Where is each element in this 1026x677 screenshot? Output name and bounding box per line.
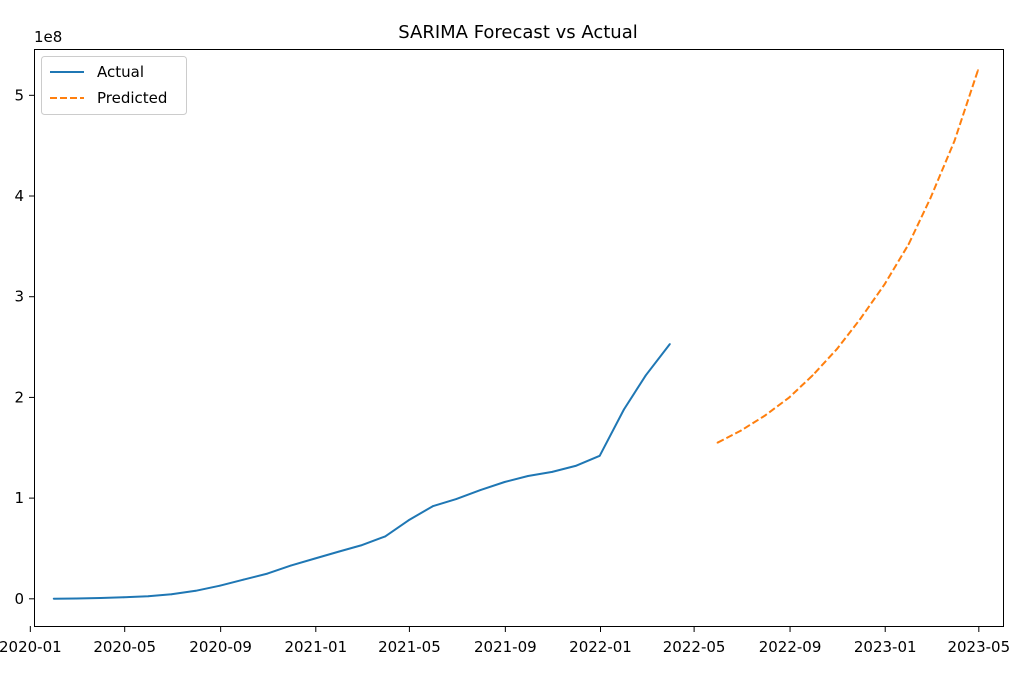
y-offset-label: 1e8: [34, 28, 62, 46]
data-point-actual: [644, 374, 647, 377]
x-tick-label: 2021-01: [284, 638, 347, 656]
data-point-actual: [75, 597, 78, 600]
x-tick-label: 2023-05: [947, 638, 1010, 656]
data-point-actual: [384, 535, 387, 538]
data-point-actual: [52, 597, 55, 600]
plot-frame: [34, 49, 1004, 627]
data-point-actual: [455, 498, 458, 500]
x-tick-label: 2022-01: [569, 638, 632, 656]
data-point-actual: [431, 505, 434, 508]
data-point-predicted: [764, 414, 766, 417]
y-tick-label: 0: [14, 590, 24, 608]
y-tick-label: 2: [14, 388, 24, 406]
x-tick-label: 2022-09: [759, 638, 822, 656]
data-point-predicted: [907, 243, 910, 246]
data-point-actual: [574, 465, 577, 467]
data-point-actual: [551, 471, 554, 473]
data-point-predicted: [953, 139, 956, 142]
x-tick-label: 2020-01: [0, 638, 62, 656]
y-axis: 0 1 2 3 4 5: [14, 86, 35, 608]
data-point-actual: [99, 597, 102, 599]
x-axis: 2020-01 2020-05 2020-09 2021-01 2021-05 2021-…: [0, 626, 1010, 656]
y-tick-label: 1: [14, 489, 24, 507]
data-point-predicted: [977, 69, 979, 71]
plot-marks: [52, 69, 979, 600]
data-point-predicted: [788, 396, 791, 399]
data-point-predicted: [929, 197, 932, 199]
y-tick-label: 4: [14, 187, 24, 205]
data-point-actual: [170, 593, 173, 596]
data-point-actual: [407, 519, 410, 522]
series-line-predicted: [717, 69, 979, 444]
data-point-actual: [314, 557, 316, 560]
data-point-actual: [360, 544, 362, 547]
data-point-actual: [527, 475, 529, 477]
data-point-actual: [479, 489, 482, 491]
data-point-predicted: [740, 429, 742, 432]
y-tick-label: 5: [14, 86, 24, 104]
data-point-actual: [598, 454, 601, 457]
data-point-actual: [503, 481, 506, 483]
x-tick-label: 2020-09: [189, 638, 252, 656]
data-point-actual: [147, 595, 150, 598]
legend-label-actual: Actual: [97, 63, 144, 81]
x-tick-label: 2020-05: [93, 638, 156, 656]
data-point-predicted: [836, 348, 838, 350]
data-point-actual: [669, 343, 671, 345]
data-point-actual: [242, 578, 245, 581]
x-tick-label: 2021-09: [474, 638, 537, 656]
data-point-actual: [123, 596, 125, 599]
data-point-actual: [338, 550, 341, 553]
data-point-actual: [289, 564, 292, 567]
x-tick-label: 2021-05: [378, 638, 441, 656]
data-point-predicted: [883, 283, 886, 286]
legend-label-predicted: Predicted: [97, 89, 167, 107]
data-point-predicted: [716, 441, 719, 444]
data-point-actual: [623, 408, 625, 411]
data-point-actual: [219, 584, 221, 587]
data-point-predicted: [811, 374, 814, 377]
chart-title: SARIMA Forecast vs Actual: [398, 22, 637, 43]
legend: Actual Predicted: [41, 56, 187, 115]
x-tick-label: 2022-05: [663, 638, 726, 656]
y-tick-label: 3: [14, 288, 24, 306]
data-point-actual: [194, 589, 197, 592]
x-tick-label: 2023-01: [854, 638, 917, 656]
data-point-actual: [266, 572, 269, 575]
series-line-actual: [53, 343, 671, 600]
data-point-predicted: [859, 318, 862, 320]
